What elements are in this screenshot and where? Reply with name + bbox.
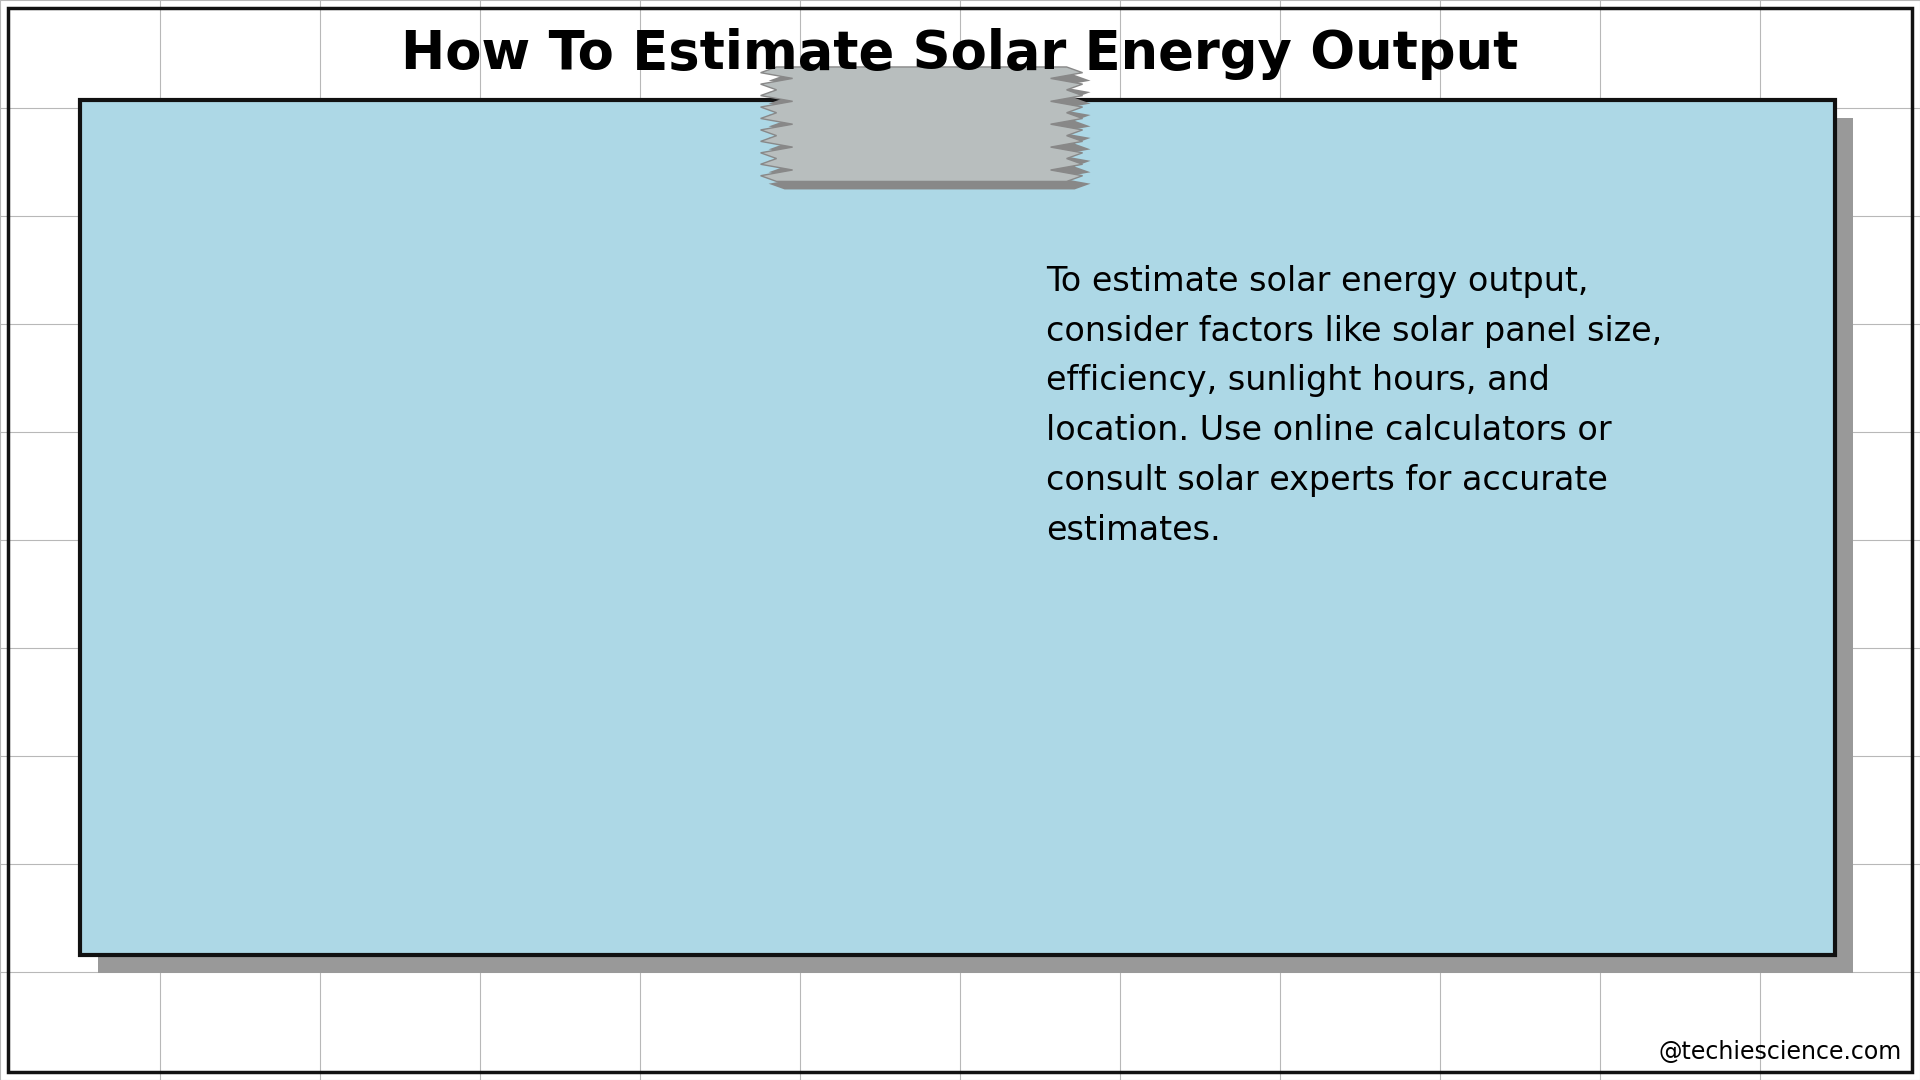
Text: To estimate solar energy output,
consider factors like solar panel size,
efficie: To estimate solar energy output, conside…	[1046, 265, 1663, 548]
FancyBboxPatch shape	[98, 118, 1853, 973]
Text: @techiescience.com: @techiescience.com	[1659, 1040, 1903, 1064]
FancyBboxPatch shape	[81, 100, 1836, 955]
Polygon shape	[760, 67, 1083, 181]
Text: How To Estimate Solar Energy Output: How To Estimate Solar Energy Output	[401, 28, 1519, 80]
Polygon shape	[768, 75, 1091, 189]
